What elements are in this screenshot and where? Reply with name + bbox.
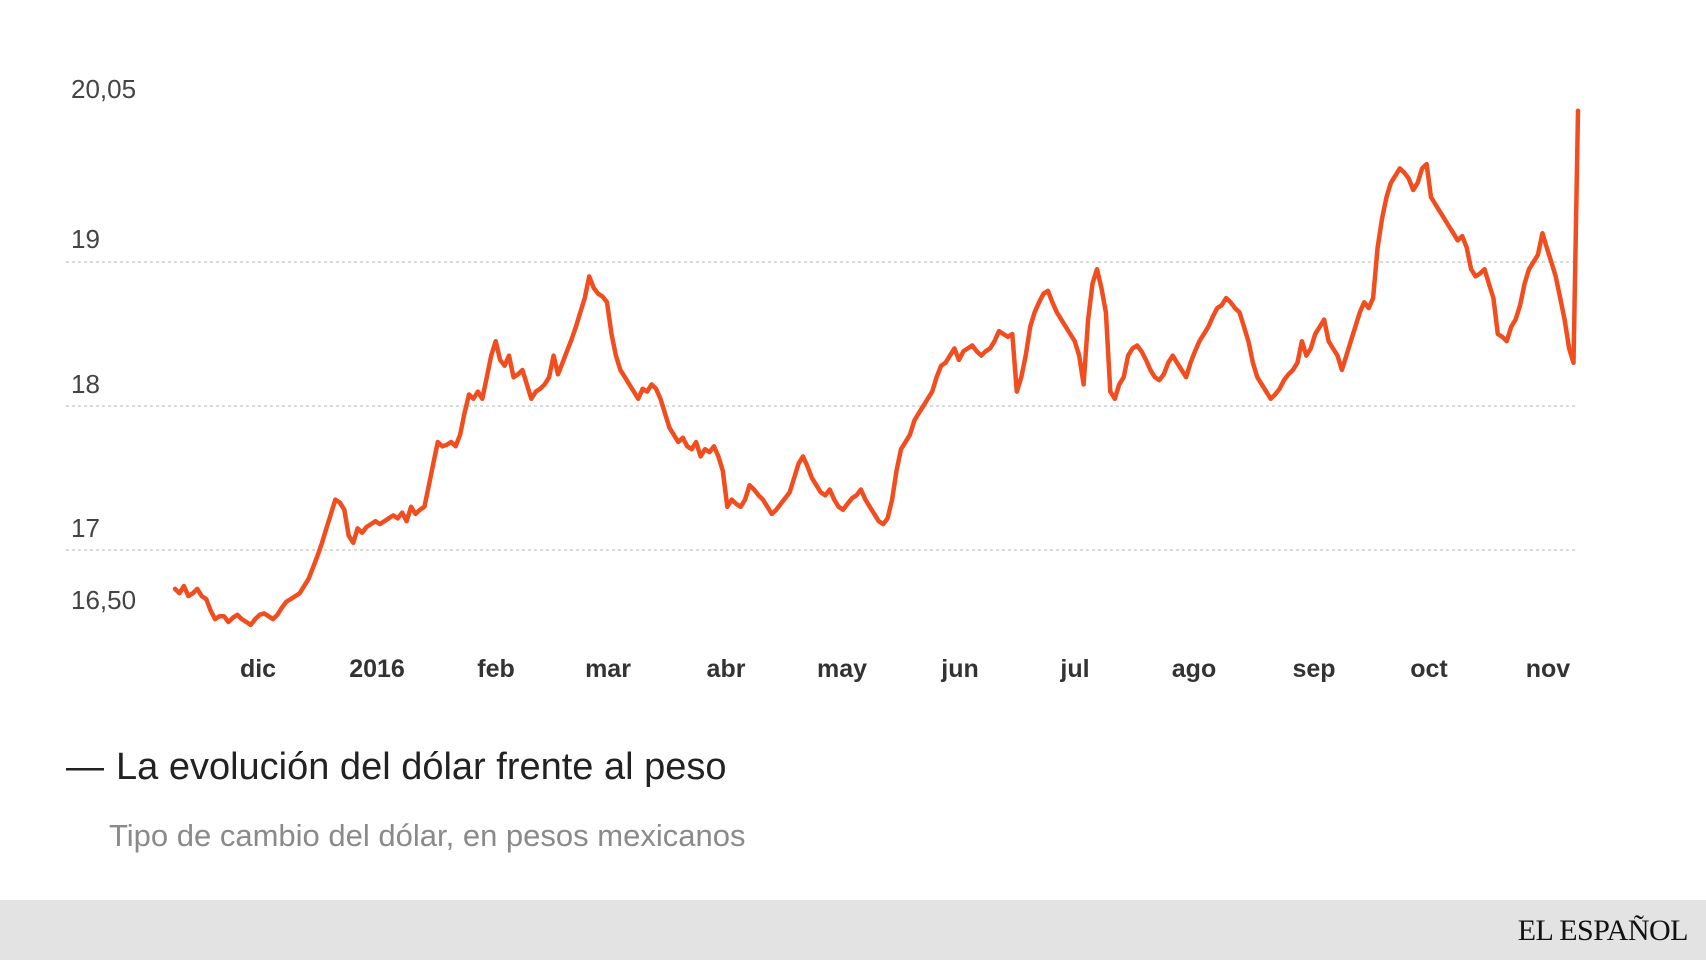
series-line-group — [172, 108, 1581, 628]
brand-logo: EL ESPAÑOL — [1517, 914, 1689, 947]
y-tick-label: 18 — [71, 369, 100, 399]
x-tick-label: sep — [1292, 655, 1335, 683]
y-tick-label: 16,50 — [71, 585, 136, 615]
legend-dash: — — [66, 746, 104, 788]
series-line — [172, 108, 1581, 628]
x-tick-label: jul — [1059, 655, 1089, 683]
x-tick-label: 2016 — [349, 655, 405, 683]
x-tick-label: may — [817, 655, 867, 683]
x-tick-label: ago — [1172, 655, 1216, 683]
chart-title-text: La evolución del dólar frente al peso — [116, 746, 727, 788]
x-tick-label: jun — [940, 655, 979, 683]
y-tick-label: 17 — [71, 513, 100, 543]
x-tick-label: abr — [707, 655, 746, 683]
chart-title: — La evolución del dólar frente al peso — [66, 746, 727, 789]
line-chart: 20,05 19 18 17 16,50 dic 2016 feb mar abr may jun j… — [66, 74, 1581, 683]
x-tick-label: oct — [1410, 655, 1448, 683]
chart-subtitle: Tipo de cambio del dólar, en pesos mexic… — [109, 818, 746, 853]
x-axis: dic 2016 feb mar abr may jun jul ago sep oct nov — [240, 655, 1570, 683]
x-tick-label: mar — [585, 655, 631, 683]
gridlines — [66, 261, 1578, 551]
x-tick-label: dic — [240, 655, 276, 683]
footer-bar: EL ESPAÑOL — [0, 900, 1706, 960]
y-tick-label: 20,05 — [71, 74, 136, 104]
y-axis: 20,05 19 18 17 16,50 — [71, 74, 136, 615]
x-tick-label: nov — [1526, 655, 1571, 683]
y-tick-label: 19 — [71, 224, 100, 254]
x-tick-label: feb — [477, 655, 515, 683]
